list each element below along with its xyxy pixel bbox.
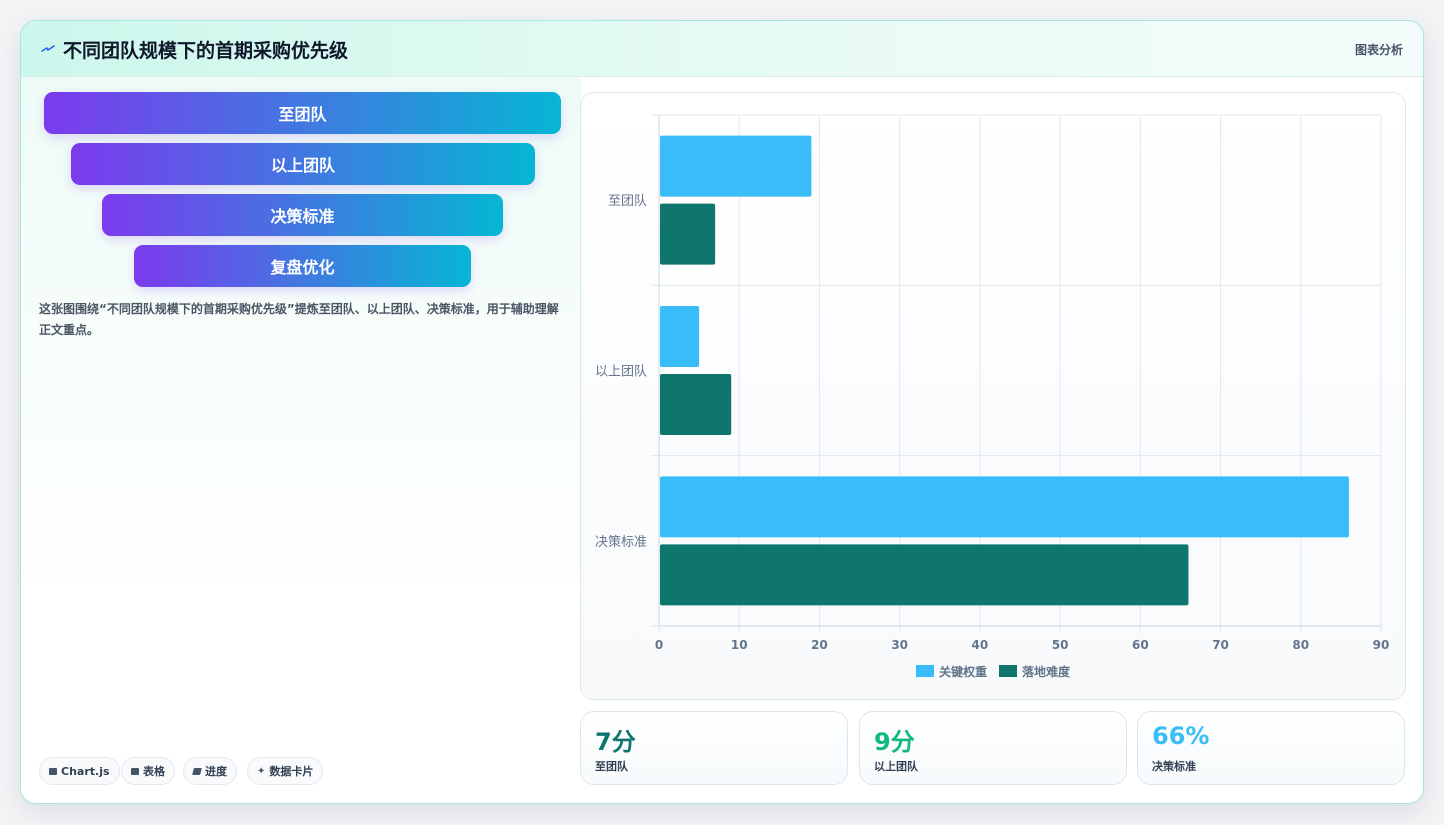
bar: [660, 203, 716, 265]
main-card: 不同团队规模下的首期采购优先级 图表分析 至团队 以上团队 决策标准 复盘优化 …: [20, 20, 1424, 804]
tag-label: 表格: [143, 765, 165, 778]
tag-label: 进度: [205, 765, 227, 778]
legend-label: 关键权重: [939, 664, 987, 679]
funnel-step-3: 决策标准: [102, 194, 503, 236]
sparkle-icon: ✦: [257, 765, 266, 777]
stat-label: 决策标准: [1152, 760, 1196, 773]
tag-data-card[interactable]: ✦ 数据卡片: [247, 757, 324, 785]
y-tick-label: 以上团队: [595, 365, 647, 380]
funnel-step-4: 复盘优化: [134, 245, 471, 287]
stat-value: 66%: [1152, 722, 1210, 750]
chart-panel: 0 10 20 30 40 50 60 70 80 90 至团队以上团队决策标准关键权重 落地难度: [580, 92, 1406, 700]
x-tick-label: 10: [731, 638, 748, 652]
bar: [660, 544, 1189, 606]
bar: [660, 306, 700, 367]
legend-swatch: [999, 665, 1017, 677]
tag-label: 数据卡片: [269, 765, 314, 778]
stat-label: 以上团队: [874, 760, 918, 773]
bar: [660, 135, 812, 197]
stat-label: 至团队: [595, 760, 628, 773]
chart-icon: [49, 767, 57, 775]
y-tick-label: 决策标准: [595, 534, 647, 550]
table-icon: [131, 767, 139, 775]
x-tick-label: 20: [811, 638, 828, 652]
bar: [660, 374, 732, 435]
funnel-step-2: 以上团队: [71, 143, 535, 185]
stat-value: 9分: [874, 728, 915, 756]
tag-chartjs[interactable]: Chart.js: [39, 757, 120, 785]
stat-card-2: 9分 以上团队: [859, 711, 1127, 785]
x-tick-label: 0: [655, 638, 663, 652]
x-tick-label: 60: [1132, 638, 1149, 652]
tag-table[interactable]: 表格: [121, 757, 175, 785]
stat-value: 7分: [595, 728, 636, 756]
bolt-icon: [41, 45, 55, 52]
y-tick-label: 至团队: [608, 194, 647, 209]
stat-card-3: 66% 决策标准: [1137, 711, 1405, 785]
x-tick-label: 90: [1373, 638, 1390, 652]
x-tick-label: 30: [891, 638, 908, 652]
stat-card-1: 7分 至团队: [580, 711, 848, 785]
funnel-step-1: 至团队: [44, 92, 561, 134]
description-text: 这张图围绕“不同团队规模下的首期采购优先级”提炼至团队、以上团队、决策标准，用于…: [39, 302, 559, 337]
x-tick-label: 40: [972, 638, 989, 652]
tag-label: Chart.js: [61, 764, 110, 778]
bar: [660, 476, 1349, 538]
left-panel: [21, 77, 581, 803]
legend-label: 落地难度: [1022, 664, 1071, 679]
header-bar: 不同团队规模下的首期采购优先级 图表分析: [21, 21, 1423, 77]
tag-progress[interactable]: 进度: [183, 757, 237, 785]
x-tick-label: 80: [1292, 638, 1309, 652]
chart-analysis-label: 图表分析: [1354, 43, 1403, 57]
page-title: 不同团队规模下的首期采购优先级: [63, 40, 349, 62]
legend-swatch: [916, 665, 934, 677]
progress-icon: [192, 767, 202, 775]
x-tick-label: 70: [1212, 638, 1229, 652]
x-tick-label: 50: [1052, 638, 1069, 652]
